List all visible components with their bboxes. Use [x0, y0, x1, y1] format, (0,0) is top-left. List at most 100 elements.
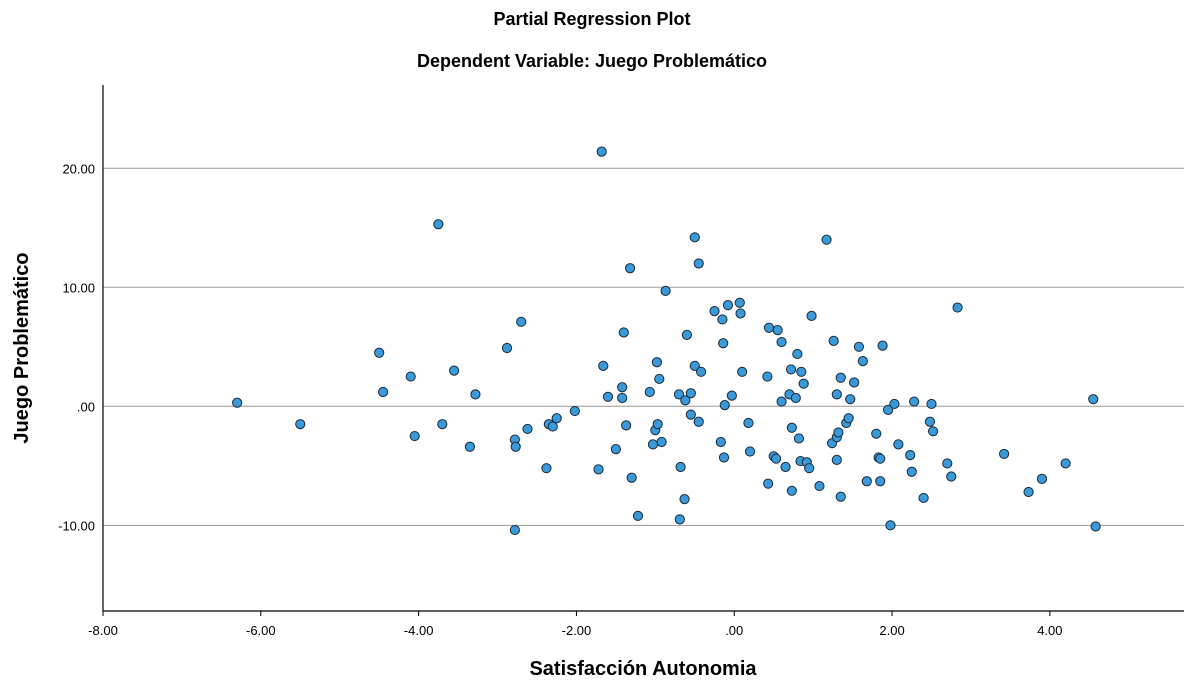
y-tick-label: 10.00	[62, 280, 95, 295]
data-points	[232, 146, 1101, 536]
data-point	[722, 300, 734, 311]
data-point	[883, 404, 894, 415]
data-point	[1023, 486, 1034, 498]
data-point	[693, 258, 704, 269]
data-point	[743, 417, 754, 429]
data-point	[675, 461, 686, 473]
data-point	[651, 357, 663, 368]
data-point	[833, 427, 844, 438]
x-tick-label: -2.00	[562, 623, 592, 638]
data-point	[522, 423, 533, 435]
data-point	[602, 391, 614, 402]
data-point	[770, 453, 782, 464]
data-point	[719, 400, 730, 411]
data-point	[776, 336, 787, 348]
data-point	[735, 308, 746, 319]
x-tick-label: -6.00	[246, 623, 276, 638]
x-tick-label: .00	[725, 623, 743, 638]
data-point	[674, 514, 685, 525]
data-point	[785, 364, 797, 375]
data-point	[617, 382, 628, 393]
data-point	[798, 378, 809, 389]
data-point	[617, 392, 628, 404]
data-point	[405, 371, 416, 382]
y-tick-label: 20.00	[62, 161, 95, 176]
data-point	[906, 466, 917, 477]
data-point	[689, 360, 700, 371]
data-point	[374, 347, 385, 358]
data-point	[1090, 521, 1101, 532]
data-point	[470, 389, 481, 400]
gridlines	[103, 167, 1184, 526]
y-tick-label: .00	[77, 399, 95, 414]
data-point	[626, 472, 637, 483]
data-point	[656, 436, 667, 448]
data-point	[624, 263, 636, 274]
data-point	[998, 448, 1010, 460]
data-point	[942, 458, 953, 469]
data-point	[618, 327, 629, 338]
data-point	[569, 405, 580, 417]
data-point	[632, 510, 644, 521]
data-point	[509, 524, 520, 536]
data-point	[927, 426, 939, 437]
data-point	[610, 444, 621, 455]
data-point	[857, 355, 868, 367]
data-point	[918, 492, 929, 504]
data-point	[647, 439, 659, 450]
data-point	[804, 463, 815, 474]
data-point	[924, 416, 936, 427]
data-point	[849, 377, 860, 388]
data-point	[726, 390, 737, 401]
data-point	[744, 446, 756, 457]
data-point	[877, 340, 888, 351]
data-point	[780, 461, 791, 473]
axis-ticks: -10.00 .00 10.00 20.00 -8.00 -6.00 -4.00 -2.00.…	[58, 161, 1062, 638]
data-point	[1088, 394, 1099, 405]
data-point	[835, 491, 846, 502]
data-point	[437, 419, 448, 430]
data-point	[409, 430, 420, 442]
data-point	[1060, 458, 1071, 469]
data-point	[772, 325, 783, 336]
data-point	[952, 302, 963, 313]
x-tick-label: 4.00	[1037, 623, 1062, 638]
chart-subtitle: Dependent Variable: Juego Problemático	[416, 51, 768, 71]
x-tick-label: 2.00	[879, 623, 904, 638]
data-point	[680, 395, 691, 406]
data-point	[547, 421, 558, 432]
data-point	[378, 386, 389, 398]
data-point	[786, 422, 797, 433]
data-point	[796, 366, 807, 377]
data-point	[790, 392, 801, 404]
data-point	[861, 476, 872, 487]
data-point	[843, 413, 854, 424]
data-point	[763, 478, 774, 489]
data-point	[821, 234, 832, 245]
data-point	[693, 416, 704, 427]
data-point	[1036, 473, 1048, 485]
x-tick-label: -4.00	[404, 623, 434, 638]
data-point	[593, 464, 604, 475]
data-point	[828, 335, 839, 346]
data-point	[673, 389, 685, 400]
data-point	[596, 146, 607, 157]
data-point	[685, 409, 696, 420]
data-point	[679, 494, 690, 505]
data-point	[501, 342, 513, 354]
data-point	[885, 520, 896, 531]
data-point	[718, 338, 729, 349]
data-point	[889, 398, 900, 410]
y-axis-label: Juego Problemático	[11, 252, 33, 443]
data-point	[814, 480, 825, 492]
data-point	[776, 396, 787, 407]
data-point	[681, 329, 692, 341]
data-point	[763, 322, 775, 333]
data-point	[762, 371, 773, 382]
data-point	[926, 398, 937, 410]
x-axis-label: Satisfacción Autonomia	[529, 658, 757, 680]
data-point	[909, 396, 920, 407]
data-point	[510, 441, 521, 452]
data-point	[831, 389, 842, 400]
